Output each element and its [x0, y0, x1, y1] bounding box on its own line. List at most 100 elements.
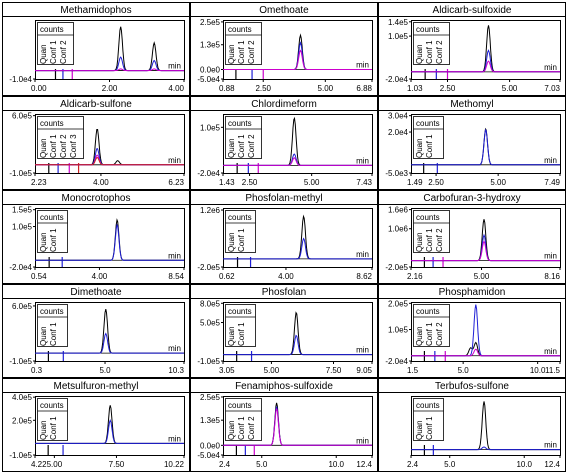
legend-entry: Conf 1: [49, 134, 58, 158]
chart-panel: Methomyl 3.0e4 2.0e4 -5.0e3 1.49 2.50 5.00 7.49…: [378, 96, 566, 190]
counts-label: counts: [416, 25, 440, 34]
plot-frame: [35, 114, 185, 174]
unit-label: min: [356, 436, 369, 445]
legend-entry: Quan: [39, 420, 48, 440]
x-tick-label: 12.4: [544, 460, 560, 469]
x-tick-label: 1.43: [219, 178, 235, 187]
y-tick-label: 1.3e5: [200, 416, 221, 425]
legend-entry: Conf 1: [237, 322, 246, 346]
y-tick-label: 2.5e5: [200, 393, 221, 402]
x-tick-label: 5.00: [264, 366, 280, 375]
y-tick-label: 6.0e5: [12, 112, 33, 121]
x-tick-label: 7.03: [544, 84, 560, 93]
chart-svg: Carbofuran-3-hydroxy 1.6e6 1.0e6 -2.0e52.16…: [378, 190, 566, 284]
y-tick-label: 1.2e6: [200, 206, 221, 215]
y-tick-label: -2.0e4: [385, 357, 408, 366]
legend-box: [37, 22, 74, 65]
y-tick-label: 1.0e5: [200, 123, 221, 132]
legend-entry: Conf 1: [49, 40, 58, 64]
chart-panel: Phosphamidon 2.0e5 1.0e5 -2.0e4 1.5 5.0 10.0 11…: [378, 284, 566, 378]
x-tick-label: 7.49: [544, 178, 560, 187]
x-tick-label: 12.4: [356, 460, 372, 469]
x-tick-label: 4.00: [93, 178, 109, 187]
y-tick-label: -1.0e5: [9, 357, 32, 366]
series-trace: [411, 348, 560, 357]
y-tick-label: 1.0e6: [388, 225, 409, 234]
series-trace: [411, 128, 560, 166]
x-tick-label: 2.00: [102, 84, 118, 93]
legend-entry: Conf 1: [425, 228, 434, 252]
panel-frame: [378, 284, 566, 378]
x-tick-label: 5.0: [444, 460, 456, 469]
series-trace: [35, 332, 184, 354]
legend-entry: Quan: [39, 232, 48, 252]
legend-box: [37, 116, 84, 159]
chart-title: Chlordimeform: [251, 99, 317, 110]
legend-entry: Quan: [415, 326, 424, 346]
x-tick-label: 2.50: [255, 84, 271, 93]
y-tick-label: 1.0e5: [388, 32, 409, 41]
plot-frame: [223, 208, 373, 268]
x-tick-label: 5.00: [474, 272, 490, 281]
legend-entry: Conf 3: [69, 134, 78, 158]
series-trace: [223, 49, 372, 70]
legend-entry: Conf 2: [435, 228, 444, 252]
x-tick-label: 7.50: [326, 366, 342, 375]
x-tick-label: 2.50: [440, 84, 456, 93]
y-tick-label: 5.0e5: [200, 319, 221, 328]
x-tick-label: 2.4: [407, 460, 419, 469]
chart-panel: Omethoate 2.5e5 1.3e5 0.0e0 -5.0e4 0.88 2.50 5.…: [190, 2, 378, 96]
chart-panel: Chlordimeform 1.0e5 -2.0e4 1.43 2.50 5.00 7.43…: [190, 96, 378, 190]
y-tick-label: -5.0e4: [197, 451, 220, 460]
y-tick-label: 2.0e4: [388, 128, 409, 137]
unit-label: min: [544, 252, 557, 261]
chart-title: Methamidophos: [60, 5, 131, 16]
x-tick-label: 3.05: [219, 366, 235, 375]
y-tick-label: -1.0e5: [9, 169, 32, 178]
legend-box: [225, 398, 262, 441]
legend-box: [413, 116, 444, 159]
x-tick-label: 0.88: [219, 84, 235, 93]
series-trace: [35, 68, 184, 72]
series-trace: [411, 240, 560, 262]
legend-entry: Conf 2: [435, 40, 444, 64]
legend-entry: Conf 2: [247, 134, 256, 158]
counts-label: counts: [228, 307, 252, 316]
x-tick-label: 5.00: [318, 84, 334, 93]
panel-frame: [190, 284, 378, 378]
panel-frame: [2, 190, 190, 284]
plot-frame: [35, 302, 185, 362]
counts-label: counts: [40, 25, 64, 34]
x-tick-label: 1.03: [407, 84, 423, 93]
chart-title: Aldicarb-sulfoxide: [433, 5, 512, 16]
y-tick-label: -2.0e4: [197, 169, 220, 178]
series-trace: [35, 418, 184, 444]
counts-label: counts: [228, 119, 252, 128]
y-tick-label: 1.3e5: [200, 41, 221, 50]
unit-label: min: [168, 434, 181, 443]
panel-frame: [190, 378, 378, 472]
counts-label: counts: [228, 401, 252, 410]
legend-entry: Conf 2: [59, 40, 68, 64]
chart-panel: Dimethoate 6.0e5 -1.0e5 0.3 5.0 10.3 min counts…: [2, 284, 190, 378]
panel-frame: [2, 378, 190, 472]
y-tick-label: -2.0e4: [9, 263, 32, 272]
counts-label: counts: [40, 119, 64, 128]
y-tick-label: -5.0e3: [385, 169, 408, 178]
unit-label: min: [356, 60, 369, 69]
x-tick-label: 0.62: [219, 272, 235, 281]
unit-label: min: [168, 251, 181, 260]
x-tick-label: 7.50: [109, 460, 125, 469]
legend-entry: Conf 1: [237, 40, 246, 64]
unit-label: min: [356, 346, 369, 355]
x-tick-label: 10.22: [164, 460, 185, 469]
counts-label: counts: [416, 213, 440, 222]
